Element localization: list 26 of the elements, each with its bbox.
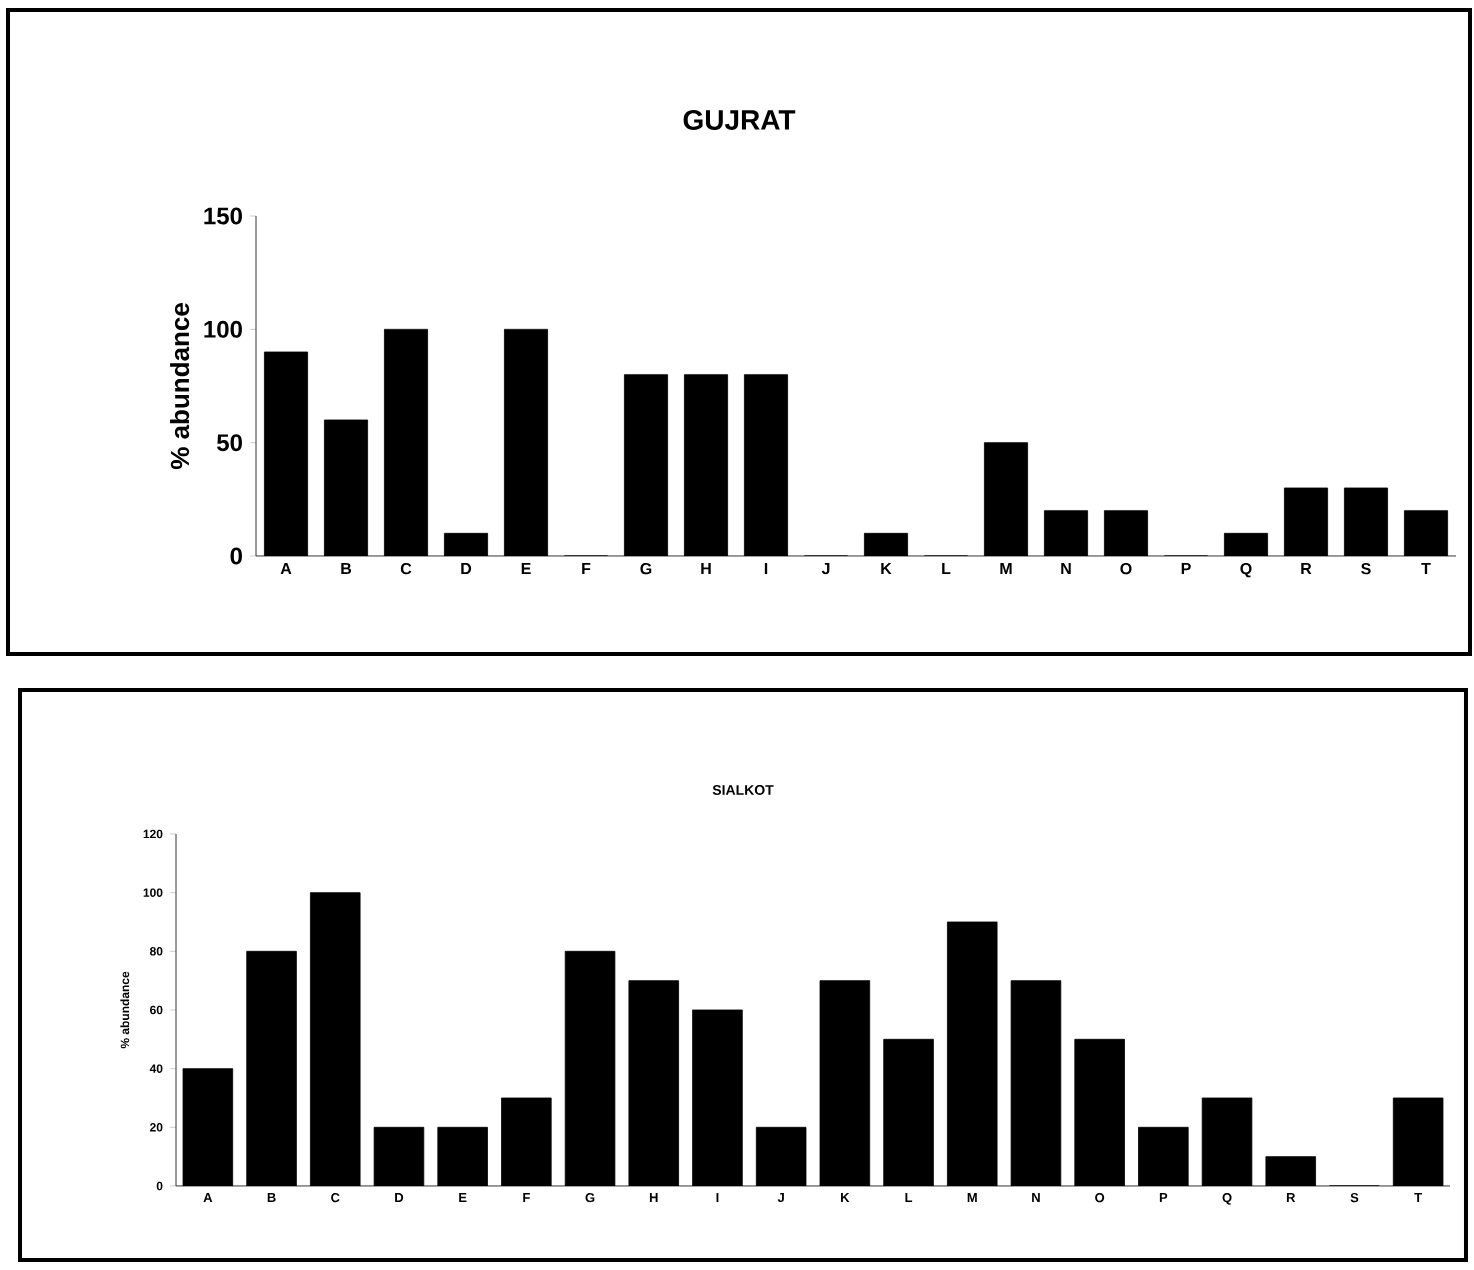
x-tick-label: B bbox=[341, 563, 352, 575]
x-tick-label: T bbox=[1421, 563, 1431, 575]
x-tick-label: G bbox=[640, 563, 652, 575]
chart-title: GUJRAT bbox=[683, 110, 796, 130]
x-tick-label: H bbox=[701, 563, 711, 575]
x-tick-label: D bbox=[461, 563, 472, 575]
x-tick-label: Q bbox=[1240, 563, 1252, 578]
x-tick-label: M bbox=[1000, 563, 1012, 575]
x-tick-label: N bbox=[1061, 563, 1071, 575]
y-axis-title: % abundance bbox=[170, 303, 190, 470]
x-tick-label: P bbox=[1181, 563, 1191, 575]
x-tick-label: F bbox=[582, 563, 591, 575]
x-tick-label: J bbox=[821, 563, 830, 575]
y-tick-label: 50 bbox=[217, 434, 242, 452]
x-tick-label: L bbox=[942, 563, 951, 575]
x-tick-label: I bbox=[764, 563, 768, 575]
x-tick-label: S bbox=[1361, 563, 1371, 575]
x-tick-label: A bbox=[280, 563, 292, 575]
x-tick-label: E bbox=[521, 563, 531, 575]
x-tick-label: O bbox=[1120, 563, 1132, 575]
y-tick-label: 100 bbox=[204, 320, 242, 338]
y-tick-label: 150 bbox=[204, 207, 242, 225]
x-tick-label: K bbox=[881, 563, 892, 575]
x-tick-label: C bbox=[400, 563, 412, 575]
x-tick-label: R bbox=[1301, 563, 1312, 575]
y-tick-label: 0 bbox=[230, 547, 242, 565]
